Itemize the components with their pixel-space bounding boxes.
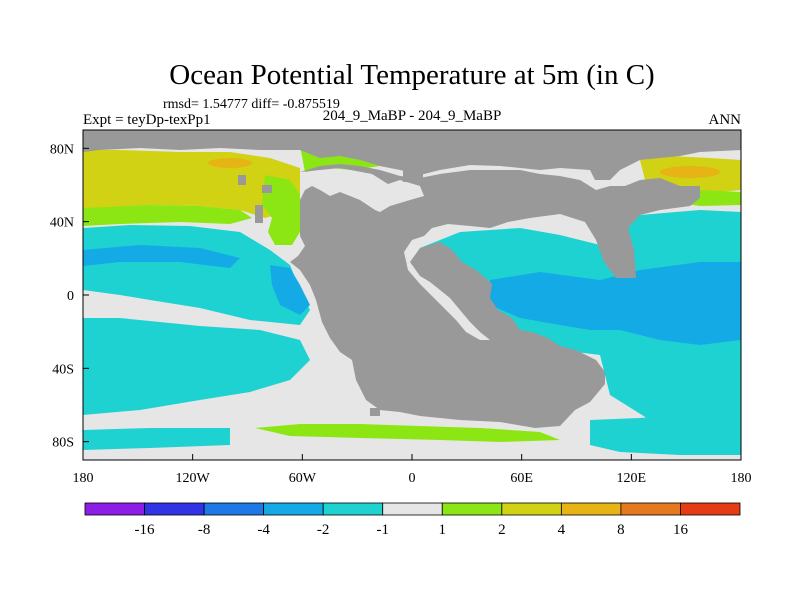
cold-indian-ocean xyxy=(490,262,741,345)
green-band-south xyxy=(255,424,560,442)
y-tick-label: 80S xyxy=(52,436,74,451)
map-panel xyxy=(82,129,742,461)
colorbar-label: -4 xyxy=(257,522,270,538)
colorbar-swatch xyxy=(203,502,265,516)
colorbar-swatch xyxy=(144,502,205,516)
colorbar-swatch xyxy=(501,502,562,516)
colorbar-label: 4 xyxy=(558,522,566,538)
x-tick-label: 120E xyxy=(617,471,647,486)
x-tick-label: 180 xyxy=(731,471,752,486)
land-island-2 xyxy=(238,175,246,185)
cool-south-east xyxy=(590,410,741,455)
y-axis: 80N 40N 0 40S 80S xyxy=(50,142,89,451)
y-tick-label: 40S xyxy=(52,362,74,377)
x-tick-label: 0 xyxy=(409,471,416,486)
colorbar-swatch xyxy=(680,502,741,516)
case-line: 204_9_MaBP - 204_9_MaBP xyxy=(323,108,502,124)
land-island-3 xyxy=(262,185,272,193)
land-island-4 xyxy=(370,408,380,416)
land-arctic xyxy=(83,130,741,180)
colorbar-swatch xyxy=(382,502,443,516)
y-tick-label: 80N xyxy=(50,142,74,157)
colorbar-label: -1 xyxy=(376,522,389,538)
hot-spot-east xyxy=(660,166,720,178)
colorbar-swatch xyxy=(263,502,324,516)
cool-south-pacific xyxy=(83,318,310,415)
y-tick-label: 40N xyxy=(50,216,74,231)
colorbar-swatch xyxy=(84,502,145,516)
colorbar-swatch xyxy=(322,502,384,516)
x-tick-label: 60E xyxy=(510,471,533,486)
x-axis: 180 120W 60W 0 60E 120E 180 xyxy=(73,454,752,486)
colorbar-label: 2 xyxy=(498,522,506,538)
colorbar-label: -2 xyxy=(317,522,330,538)
land-island-1 xyxy=(255,205,263,223)
colorbar: -16 -8 -4 -2 -1 1 2 4 8 16 xyxy=(84,502,741,538)
stats-line: rmsd= 1.54777 diff= -0.875519 xyxy=(163,97,340,112)
x-tick-label: 60W xyxy=(289,471,317,486)
cold-band-south xyxy=(83,245,240,268)
colorbar-label: 16 xyxy=(673,522,689,538)
green-fringe-north-pacific xyxy=(83,205,252,226)
land-island-5 xyxy=(403,170,423,182)
colorbar-label: 1 xyxy=(439,522,447,538)
colorbar-label: 8 xyxy=(617,522,625,538)
season-label: ANN xyxy=(709,112,742,128)
colorbar-label: -8 xyxy=(198,522,211,538)
colorbar-swatch xyxy=(441,502,503,516)
colorbar-swatch xyxy=(560,502,622,516)
warm-band-north xyxy=(83,150,300,218)
x-tick-label: 120W xyxy=(176,471,211,486)
colorbar-label: -16 xyxy=(135,522,155,538)
cool-far-south xyxy=(83,428,230,450)
y-tick-label: 0 xyxy=(67,289,74,304)
colorbar-swatch xyxy=(620,502,681,516)
cold-east-pacific xyxy=(270,265,310,315)
hot-spot-west xyxy=(208,158,252,168)
experiment-label: Expt = teyDp-texPp1 xyxy=(83,112,211,128)
land-supercontinent xyxy=(290,164,700,428)
plot-title: Ocean Potential Temperature at 5m (in C) xyxy=(169,59,654,91)
x-tick-label: 180 xyxy=(73,471,94,486)
